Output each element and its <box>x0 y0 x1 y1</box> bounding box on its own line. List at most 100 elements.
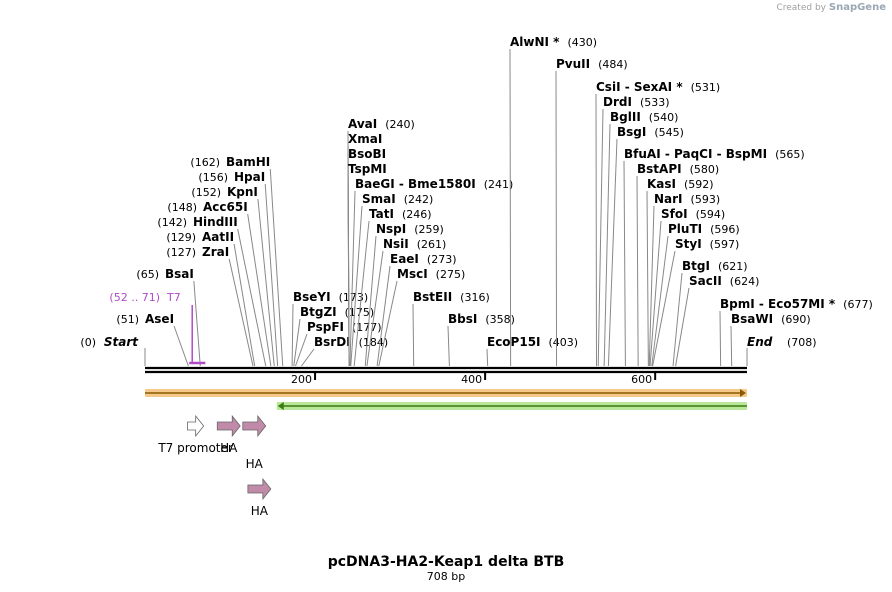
site-pspfi[interactable]: PspFI (177) <box>295 320 382 367</box>
feature-label-ha3: HA <box>251 504 269 518</box>
primer-t7[interactable]: (52 .. 71) T7 <box>109 291 206 365</box>
site-bbsi[interactable]: BbsI (358) <box>447 312 515 367</box>
site-line-bsteii <box>412 303 415 367</box>
site-line-styi <box>652 250 676 367</box>
site-btgi[interactable]: BtgI (621) <box>672 259 748 367</box>
tick-400: 400 <box>461 371 487 386</box>
site-styi[interactable]: StyI (597) <box>652 237 740 367</box>
feature-ha3[interactable]: HA <box>247 477 272 518</box>
site-pos-bsteii: (316) <box>460 291 490 304</box>
site-bfuai[interactable]: BfuAI - PaqCI - BspMI (565) <box>623 147 805 367</box>
site-bsai[interactable]: BsaI (65) <box>136 267 201 367</box>
site-asei[interactable]: AseI (51) <box>116 312 189 367</box>
site-name-btgzi: BtgZI <box>300 305 337 319</box>
map-length: 708 bp <box>427 570 465 583</box>
site-pos-bfuai: (565) <box>775 148 805 161</box>
site-pluti[interactable]: PluTI (596) <box>651 222 740 367</box>
site-pos-acc65i: (148) <box>167 201 197 214</box>
site-line-smai <box>350 205 363 367</box>
site-line-tspmi <box>347 175 350 367</box>
site-name-bsai: BsaI <box>165 267 194 281</box>
site-pos-bseyi: (173) <box>339 291 369 304</box>
credit-prefix: Created by <box>776 3 826 13</box>
site-bpmi[interactable]: BpmI - Eco57MI * (677) <box>719 297 873 367</box>
site-name-eaei: EaeI <box>390 252 419 266</box>
tick-label-600: 600 <box>631 373 652 386</box>
site-nspi[interactable]: NspI (259) <box>364 222 444 367</box>
site-line-acc65i <box>247 213 272 367</box>
site-name-pvuii: PvuII <box>556 57 590 71</box>
feature-green[interactable] <box>276 402 747 410</box>
feature-t7-promoter[interactable]: T7 promoter <box>157 414 233 455</box>
site-bsgi[interactable]: BsgI (545) <box>607 125 684 367</box>
site-bsteii[interactable]: BstEII (316) <box>412 290 490 367</box>
site-pos-tati: (246) <box>402 208 432 221</box>
site-bamhi[interactable]: BamHI (162) <box>190 155 284 367</box>
site-kasi[interactable]: KasI (592) <box>646 177 714 367</box>
site-msci[interactable]: MscI (275) <box>378 267 465 367</box>
site-sacii[interactable]: SacII (624) <box>675 274 760 367</box>
site-pos-hindiii: (142) <box>157 216 187 229</box>
site-name-msci: MscI <box>397 267 428 281</box>
site-name-nari: NarI <box>654 192 683 206</box>
feature-ha2[interactable]: HA <box>242 414 267 471</box>
site-line-bsawi <box>730 325 733 367</box>
site-aatii[interactable]: AatII (129) <box>166 230 256 367</box>
site-acc65i[interactable]: Acc65I (148) <box>167 200 272 367</box>
site-line-alwni <box>509 48 512 367</box>
site-pos-sacii: (624) <box>730 275 760 288</box>
site-name-bsteii: BstEII <box>413 290 452 304</box>
site-line-bfuai <box>623 160 626 367</box>
site-pos-pvuii: (484) <box>598 58 628 71</box>
site-line-bglii <box>603 123 611 367</box>
site-line-nari <box>648 205 655 367</box>
site-nari[interactable]: NarI (593) <box>648 192 721 367</box>
site-tati[interactable]: TatI (246) <box>353 207 432 367</box>
site-pvuii[interactable]: PvuII (484) <box>555 57 628 367</box>
site-bglii[interactable]: BglII (540) <box>603 110 678 367</box>
site-ecop15i[interactable]: EcoP15I (403) <box>486 335 578 367</box>
site-bsrdi[interactable]: BsrDI (184) <box>301 335 388 367</box>
site-pos-nari: (593) <box>691 193 721 206</box>
tick-label-400: 400 <box>461 373 482 386</box>
site-pos-drdi: (533) <box>640 96 670 109</box>
site-pos-kpni: (152) <box>191 186 221 199</box>
site-name-bamhi: BamHI <box>226 155 270 169</box>
site-name-ecop15i: EcoP15I <box>487 335 541 349</box>
site-eaei[interactable]: EaeI (273) <box>376 252 457 367</box>
site-name-kpni: KpnI <box>227 185 258 199</box>
site-nsii[interactable]: NsiI (261) <box>366 237 446 367</box>
site-sfoi[interactable]: SfoI (594) <box>649 207 725 367</box>
site-csii[interactable]: CsiI - SexAI * (531) <box>595 80 720 367</box>
end-marker: End (708) <box>746 335 817 366</box>
feature-orange[interactable] <box>145 389 747 397</box>
site-hindiii[interactable]: HindIII (142) <box>157 215 267 367</box>
site-zrai[interactable]: ZraI (127) <box>166 245 254 367</box>
tick-200: 200 <box>291 371 317 386</box>
tick-600: 600 <box>631 371 657 386</box>
site-line-sfoi <box>649 220 662 367</box>
site-pos-asei: (51) <box>116 313 139 326</box>
site-name-xmai: XmaI <box>348 132 382 146</box>
site-name-baegi: BaeGI - Bme1580I <box>355 177 476 191</box>
site-hpai[interactable]: HpaI (156) <box>198 170 279 367</box>
site-pos-bamhi: (162) <box>190 156 220 169</box>
site-smai[interactable]: SmaI (242) <box>350 192 434 367</box>
start-marker: Start (0) <box>80 335 146 366</box>
site-drdi[interactable]: DrdI (533) <box>597 95 670 367</box>
site-bsawi[interactable]: BsaWI (690) <box>730 312 811 367</box>
site-line-btgi <box>672 272 683 367</box>
site-line-btgzi <box>293 318 301 367</box>
site-pos-pluti: (596) <box>710 223 740 236</box>
site-tspmi[interactable]: TspMI <box>347 162 387 367</box>
map-title: pcDNA3-HA2-Keap1 delta BTB <box>328 554 565 570</box>
site-baegi[interactable]: BaeGI - Bme1580I (241) <box>349 177 513 367</box>
start-pos: (0) <box>80 336 96 349</box>
feature-ha1[interactable]: HA <box>216 414 241 455</box>
site-kpni[interactable]: KpnI (152) <box>191 185 275 367</box>
site-bstapi[interactable]: BstAPI (580) <box>636 162 719 367</box>
site-line-msci <box>378 280 398 367</box>
site-alwni[interactable]: AlwNI * (430) <box>509 35 597 367</box>
site-line-sacii <box>675 287 690 367</box>
primer-name: T7 <box>166 291 181 304</box>
